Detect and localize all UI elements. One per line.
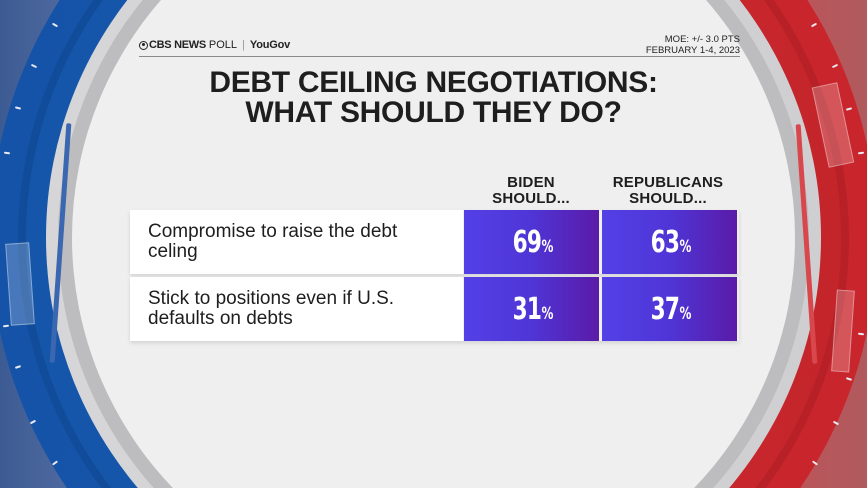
poll-dates: FEBRUARY 1-4, 2023 [645, 45, 740, 56]
row-label: Stick to positions even if U.S. defaults… [130, 277, 463, 341]
value-number: 31 [512, 291, 542, 327]
brand-partner: YouGov [249, 39, 291, 51]
value-number: 37 [650, 291, 680, 327]
column-header-line: SHOULD... [629, 190, 707, 207]
value-number: 63 [650, 224, 680, 260]
page-title: DEBT CEILING NEGOTIATIONS: WHAT SHOULD T… [0, 68, 867, 128]
margin-of-error: MOE: +/- 3.0 PTS [664, 34, 740, 45]
value-cell-republicans: 63% [602, 210, 737, 274]
brand-poll: POLL [208, 39, 238, 51]
percent-sign: % [541, 304, 554, 324]
table-row: Stick to positions even if U.S. defaults… [130, 277, 739, 341]
percent-sign: % [679, 237, 692, 257]
column-header-line: BIDEN [507, 174, 555, 191]
row-label-line: Stick to positions even if U.S. [148, 288, 395, 309]
title-line-1: DEBT CEILING NEGOTIATIONS: [209, 66, 658, 99]
value-cell-biden: 31% [464, 277, 599, 341]
cbs-eye-icon [139, 40, 148, 50]
brand-cbs: CBS NEWS [149, 39, 206, 51]
table-row: Compromise to raise the debt celing 69% … [130, 210, 739, 274]
row-label-line: celing [148, 241, 198, 262]
column-header-biden: BIDEN SHOULD... [463, 175, 599, 207]
poll-meta: MOE: +/- 3.0 PTS FEBRUARY 1-4, 2023 [646, 34, 740, 56]
header-divider [139, 56, 740, 57]
title-line-2: WHAT SHOULD THEY DO? [245, 96, 622, 129]
row-label: Compromise to raise the debt celing [130, 210, 463, 274]
brand-separator: | [242, 39, 245, 51]
brand-logo: CBS NEWS POLL | YouGov [139, 39, 290, 51]
column-header-republicans: REPUBLICANS SHOULD... [600, 175, 736, 207]
percent-sign: % [541, 237, 554, 257]
column-header-line: SHOULD... [492, 190, 570, 207]
row-label-line: defaults on debts [148, 308, 293, 329]
column-header-line: REPUBLICANS [612, 174, 724, 191]
value-cell-republicans: 37% [602, 277, 737, 341]
value-number: 69 [512, 224, 542, 260]
row-label-line: Compromise to raise the debt [148, 221, 398, 242]
value-cell-biden: 69% [464, 210, 599, 274]
percent-sign: % [679, 304, 692, 324]
